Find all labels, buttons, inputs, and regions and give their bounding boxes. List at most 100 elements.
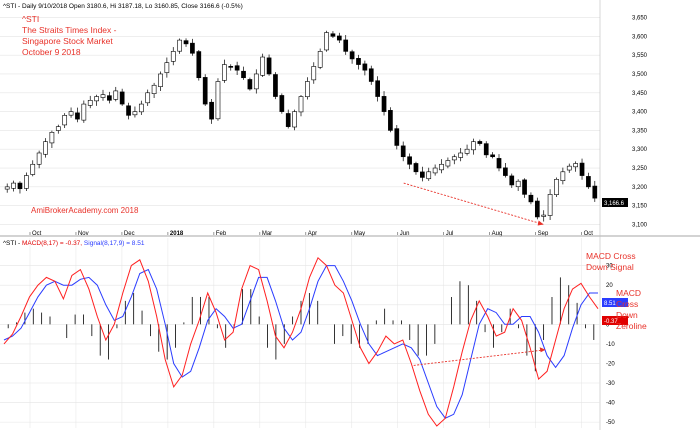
month-tick-label: Sep bbox=[538, 231, 549, 237]
price-candles bbox=[4, 30, 598, 222]
month-tick-label: Nov bbox=[78, 231, 89, 237]
candle-body bbox=[68, 111, 74, 116]
candle-body bbox=[183, 40, 189, 45]
candle-body bbox=[151, 84, 157, 94]
candle-body bbox=[266, 57, 272, 75]
candle-body bbox=[126, 105, 131, 116]
price-y-tick-label: 3,450 bbox=[632, 91, 648, 97]
price-y-tick-label: 3,200 bbox=[632, 185, 648, 191]
candle-body bbox=[11, 182, 16, 189]
candle-body bbox=[190, 42, 195, 54]
candle-body bbox=[113, 90, 119, 100]
macd-header: ^STI - MACD(8,17) = -0.37, Signal(8,17,9… bbox=[3, 240, 145, 247]
macd-histogram bbox=[7, 277, 595, 372]
macd-y-tick-label: 0 bbox=[606, 322, 610, 328]
candle-body bbox=[107, 95, 112, 101]
price-y-tick-label: 3,350 bbox=[632, 128, 648, 134]
annotation-ticker: ^STI bbox=[22, 14, 39, 24]
month-tick-label: Oct bbox=[32, 231, 42, 237]
candle-body bbox=[158, 73, 163, 87]
macd-y-tick-label: -40 bbox=[606, 401, 615, 407]
candle-body bbox=[586, 176, 591, 188]
candle-body bbox=[100, 94, 106, 98]
candle-body bbox=[4, 186, 10, 190]
candle-body bbox=[209, 101, 214, 120]
candle-body bbox=[515, 180, 521, 188]
candle-body bbox=[311, 66, 317, 81]
candle-body bbox=[496, 158, 502, 169]
month-tick-label: Jun bbox=[400, 231, 410, 237]
candle-body bbox=[94, 96, 99, 102]
candle-body bbox=[388, 110, 393, 131]
macd-y-tick-label: -10 bbox=[606, 342, 615, 348]
candle-body bbox=[426, 171, 432, 180]
candle-body bbox=[413, 163, 419, 173]
price-y-tick-label: 3,300 bbox=[632, 147, 648, 153]
candle-body bbox=[375, 80, 380, 97]
month-tick-label: Aug bbox=[492, 231, 503, 237]
price-y-tick-label: 3,250 bbox=[632, 166, 648, 172]
candle-body bbox=[579, 162, 585, 176]
price-y-tick-label: 3,600 bbox=[632, 34, 648, 40]
last-close-badge: 3,166.6 bbox=[602, 198, 628, 207]
macd-y-tick-label: 30 bbox=[606, 264, 613, 270]
signal-badge: 8.51 bbox=[602, 298, 628, 307]
price-y-tick-label: 3,650 bbox=[632, 16, 648, 22]
candle-body bbox=[477, 141, 483, 144]
price-gridlines bbox=[0, 17, 600, 225]
candle-body bbox=[138, 103, 144, 113]
candle-body bbox=[305, 81, 310, 98]
candle-body bbox=[279, 95, 285, 112]
annotation-cross-signal-2: Down Signal bbox=[586, 262, 634, 272]
month-tick-label: 2018 bbox=[170, 231, 184, 237]
candle-body bbox=[234, 65, 240, 71]
macd-y-tick-label: -50 bbox=[606, 420, 615, 426]
candle-body bbox=[509, 175, 515, 186]
candle-body bbox=[62, 115, 68, 126]
candle-body bbox=[292, 111, 297, 128]
annotation-market: Singapore Stock Market bbox=[22, 36, 113, 46]
candle-body bbox=[541, 214, 547, 217]
macd-pane: -50-40-30-20-100102030 bbox=[0, 238, 615, 428]
candle-body bbox=[324, 32, 329, 51]
candle-body bbox=[356, 58, 361, 65]
month-tick-label: Mar bbox=[262, 231, 272, 237]
candle-body bbox=[368, 68, 374, 82]
candle-body bbox=[420, 171, 425, 178]
candle-body bbox=[260, 56, 266, 76]
candle-body bbox=[471, 141, 476, 151]
macd-header-prefix: ^STI - bbox=[3, 240, 22, 247]
candle-body bbox=[330, 33, 336, 37]
annotation-cross-signal-1: MACD Cross bbox=[586, 251, 636, 261]
annotation-cross-zero-4: Zeroline bbox=[616, 321, 647, 331]
macd-header-macd: MACD(8,17) = -0.37, bbox=[22, 240, 82, 247]
candle-body bbox=[503, 167, 508, 176]
price-y-tick-label: 3,500 bbox=[632, 72, 648, 78]
candle-body bbox=[343, 39, 349, 52]
macd-y-tick-label: 20 bbox=[606, 283, 613, 289]
candle-body bbox=[30, 163, 36, 175]
month-tick-label: Apr bbox=[308, 231, 317, 237]
candle-body bbox=[145, 92, 151, 104]
macd-trendline-arrowhead bbox=[539, 347, 546, 353]
candle-body bbox=[132, 111, 138, 116]
candle-body bbox=[528, 194, 534, 203]
candle-body bbox=[36, 152, 42, 165]
candle-body bbox=[43, 141, 48, 155]
candle-body bbox=[87, 100, 93, 106]
price-y-tick-label: 3,550 bbox=[632, 53, 648, 59]
candle-body bbox=[241, 70, 246, 79]
price-header: ^STI - Daily 9/10/2018 Open 3180.6, Hi 3… bbox=[3, 3, 243, 10]
macd-header-signal: Signal(8,17,9) = 8.51 bbox=[84, 240, 145, 247]
signal-last-label: 8.51 bbox=[604, 301, 616, 307]
candle-body bbox=[451, 156, 457, 161]
candle-body bbox=[196, 51, 202, 79]
annotation-date: October 9 2018 bbox=[22, 47, 81, 57]
candle-body bbox=[566, 165, 572, 171]
candle-body bbox=[75, 112, 80, 120]
candle-body bbox=[253, 73, 259, 90]
candle-body bbox=[458, 152, 464, 158]
candle-body bbox=[247, 79, 253, 90]
